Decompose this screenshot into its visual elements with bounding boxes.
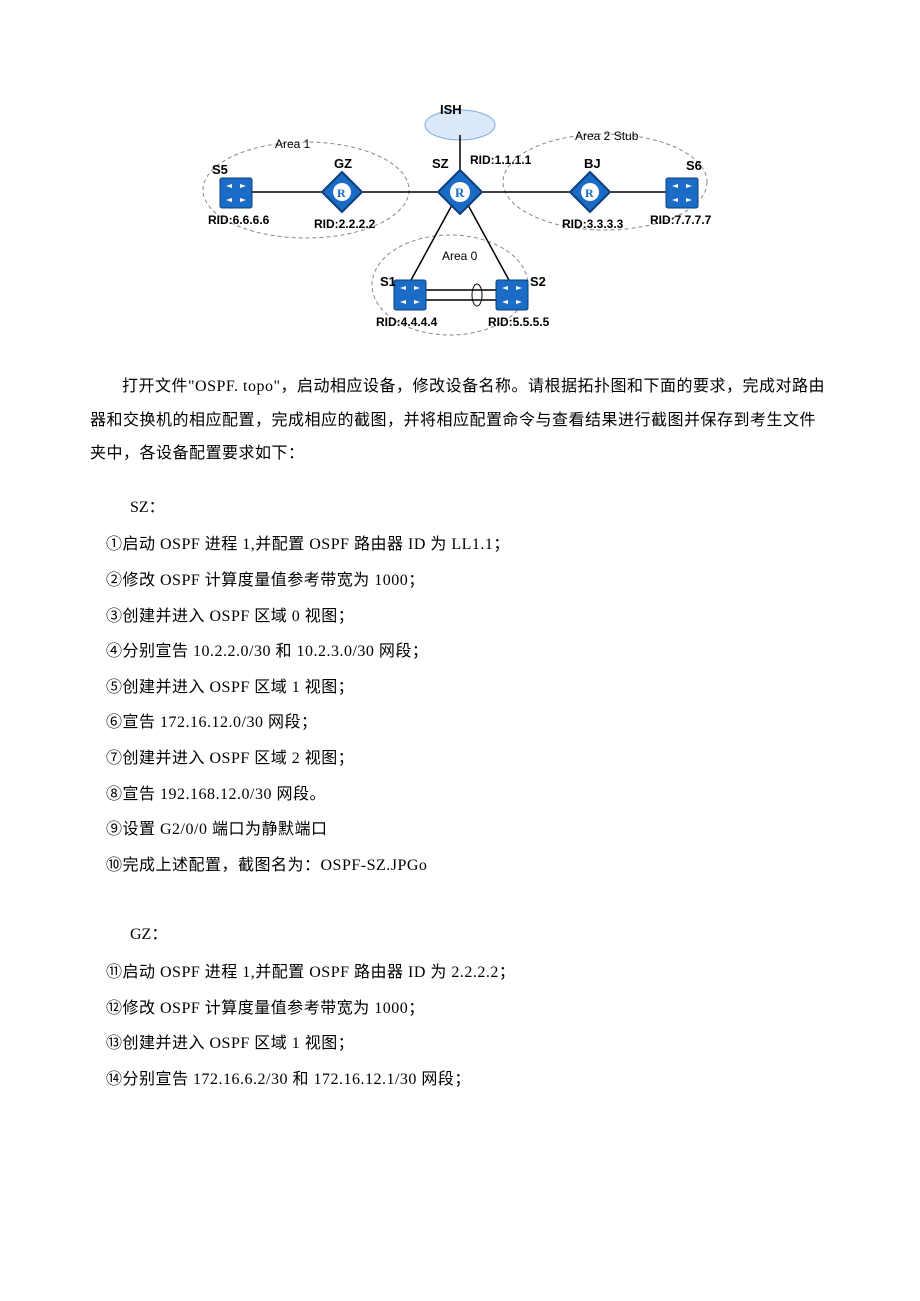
sz-step-2: ②修改 OSPF 计算度量值参考带宽为 1000； — [106, 564, 830, 598]
link-sz-s2 — [468, 205, 510, 282]
device-sz-label: SZ： — [90, 491, 830, 525]
sz-step-1: ①启动 OSPF 进程 1,并配置 OSPF 路由器 ID 为 LL1.1； — [106, 528, 830, 562]
ospf-topology-diagram: ISH Area 1 Area 0 Area 2 Stub S5 RID:6.6… — [200, 100, 720, 350]
device-gz-label: GZ： — [90, 918, 830, 952]
node-s1: S1 RID:4.4.4.4 — [376, 274, 438, 329]
sz-step-10: ⑩完成上述配置，截图名为：OSPF-SZ.JPGo — [106, 849, 830, 883]
node-s2: S2 RID:5.5.5.5 — [488, 274, 550, 329]
link-aggregation-icon — [472, 284, 482, 306]
sz-step-3: ③创建并进入 OSPF 区域 0 视图； — [106, 600, 830, 634]
sz-step-8: ⑧宣告 192.168.12.0/30 网段。 — [106, 778, 830, 812]
sz-step-9: ⑨设置 G2/0/0 端口为静默端口 — [106, 813, 830, 847]
intro-text: 打开文件"OSPF. topo"，启动相应设备，修改设备名称。请根据拓扑图和下面… — [90, 370, 830, 471]
svg-text:R: R — [585, 186, 594, 200]
sz-steps: ①启动 OSPF 进程 1,并配置 OSPF 路由器 ID 为 LL1.1； ②… — [106, 528, 830, 882]
s5-name: S5 — [212, 162, 228, 177]
svg-text:R: R — [455, 185, 465, 200]
sz-step-7: ⑦创建并进入 OSPF 区域 2 视图； — [106, 742, 830, 776]
gz-step-3: ⑬创建并进入 OSPF 区域 1 视图； — [106, 1027, 830, 1061]
gz-name: GZ — [334, 156, 352, 171]
cloud-label: ISH — [440, 102, 462, 117]
s6-name: S6 — [686, 158, 702, 173]
node-s5: S5 RID:6.6.6.6 — [208, 162, 270, 227]
bj-rid: RID:3.3.3.3 — [562, 217, 624, 231]
s6-rid: RID:7.7.7.7 — [650, 213, 712, 227]
gz-rid: RID:2.2.2.2 — [314, 217, 376, 231]
bj-name: BJ — [584, 156, 601, 171]
s5-rid: RID:6.6.6.6 — [208, 213, 270, 227]
s1-name: S1 — [380, 274, 396, 289]
area-1-label: Area 1 — [275, 137, 311, 151]
sz-step-6: ⑥宣告 172.16.12.0/30 网段； — [106, 706, 830, 740]
node-sz: R SZ RID:1.1.1.1 — [432, 153, 532, 214]
gz-step-1: ⑪启动 OSPF 进程 1,并配置 OSPF 路由器 ID 为 2.2.2.2； — [106, 956, 830, 990]
sz-name: SZ — [432, 156, 449, 171]
sz-rid: RID:1.1.1.1 — [470, 153, 532, 167]
s1-rid: RID:4.4.4.4 — [376, 315, 438, 329]
s2-name: S2 — [530, 274, 546, 289]
node-bj: R BJ RID:3.3.3.3 — [562, 156, 624, 231]
intro-paragraph: 打开文件"OSPF. topo"，启动相应设备，修改设备名称。请根据拓扑图和下面… — [90, 370, 830, 471]
gz-steps: ⑪启动 OSPF 进程 1,并配置 OSPF 路由器 ID 为 2.2.2.2；… — [106, 956, 830, 1096]
link-sz-s1 — [410, 205, 452, 282]
gz-step-4: ⑭分别宣告 172.16.6.2/30 和 172.16.12.1/30 网段； — [106, 1063, 830, 1097]
gz-step-2: ⑫修改 OSPF 计算度量值参考带宽为 1000； — [106, 992, 830, 1026]
node-gz: R GZ RID:2.2.2.2 — [314, 156, 376, 231]
sz-step-5: ⑤创建并进入 OSPF 区域 1 视图； — [106, 671, 830, 705]
area-0-label: Area 0 — [442, 249, 478, 263]
svg-text:R: R — [337, 186, 346, 200]
area-2-label: Area 2 Stub — [575, 129, 639, 143]
sz-step-4: ④分别宣告 10.2.2.0/30 和 10.2.3.0/30 网段； — [106, 635, 830, 669]
s2-rid: RID:5.5.5.5 — [488, 315, 550, 329]
